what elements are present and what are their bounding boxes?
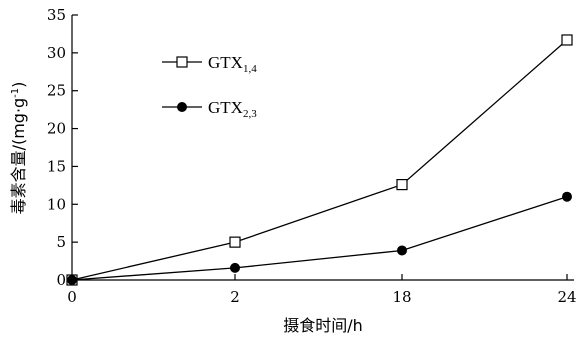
data-point-s0-3 — [561, 34, 573, 46]
y-tick-label-6: 30 — [47, 44, 66, 62]
y-tick-label-7: 35 — [47, 6, 66, 24]
y-tick-label-2: 10 — [47, 195, 66, 213]
y-tick-label-0: 0 — [56, 271, 66, 289]
x-tick-label-2: 18 — [392, 288, 411, 306]
y-tick-label-3: 15 — [47, 157, 66, 175]
legend-item-gtx23: GTX2,3 — [162, 98, 257, 120]
series-line-0 — [71, 39, 568, 281]
chart-axes — [71, 15, 574, 281]
legend-item-gtx14: GTX1,4 — [162, 53, 257, 75]
legend-marker-filled-circle — [177, 102, 187, 112]
x-tick-label-3: 24 — [557, 288, 576, 306]
legend: GTX1,4 GTX2,3 — [162, 53, 257, 120]
data-point-s1-1 — [230, 262, 240, 273]
y-tick-label-4: 20 — [47, 120, 66, 138]
legend-marker-open-square — [176, 56, 188, 68]
series-group — [66, 34, 573, 286]
x-tick-label-1: 2 — [230, 288, 240, 306]
data-point-s1-0 — [67, 275, 77, 285]
x-axis-ticks: 0 2 18 24 — [67, 274, 577, 306]
y-axis-ticks: 0 5 10 15 20 25 30 35 — [47, 6, 78, 289]
y-tick-label-1: 5 — [56, 233, 66, 251]
legend-label-gtx14: GTX1,4 — [208, 53, 257, 75]
series-line-1 — [71, 196, 568, 281]
x-axis-title: 摄食时间/h — [283, 316, 363, 335]
data-point-s0-2 — [396, 179, 408, 191]
y-axis-title: 毒素含量/(mg·g-1) — [9, 82, 28, 215]
y-tick-label-5: 25 — [47, 82, 66, 100]
legend-label-gtx23: GTX2,3 — [208, 98, 257, 120]
data-point-s1-3 — [562, 191, 572, 202]
data-point-s1-2 — [397, 245, 407, 256]
data-point-s0-1 — [229, 236, 241, 248]
x-tick-label-0: 0 — [67, 288, 77, 306]
